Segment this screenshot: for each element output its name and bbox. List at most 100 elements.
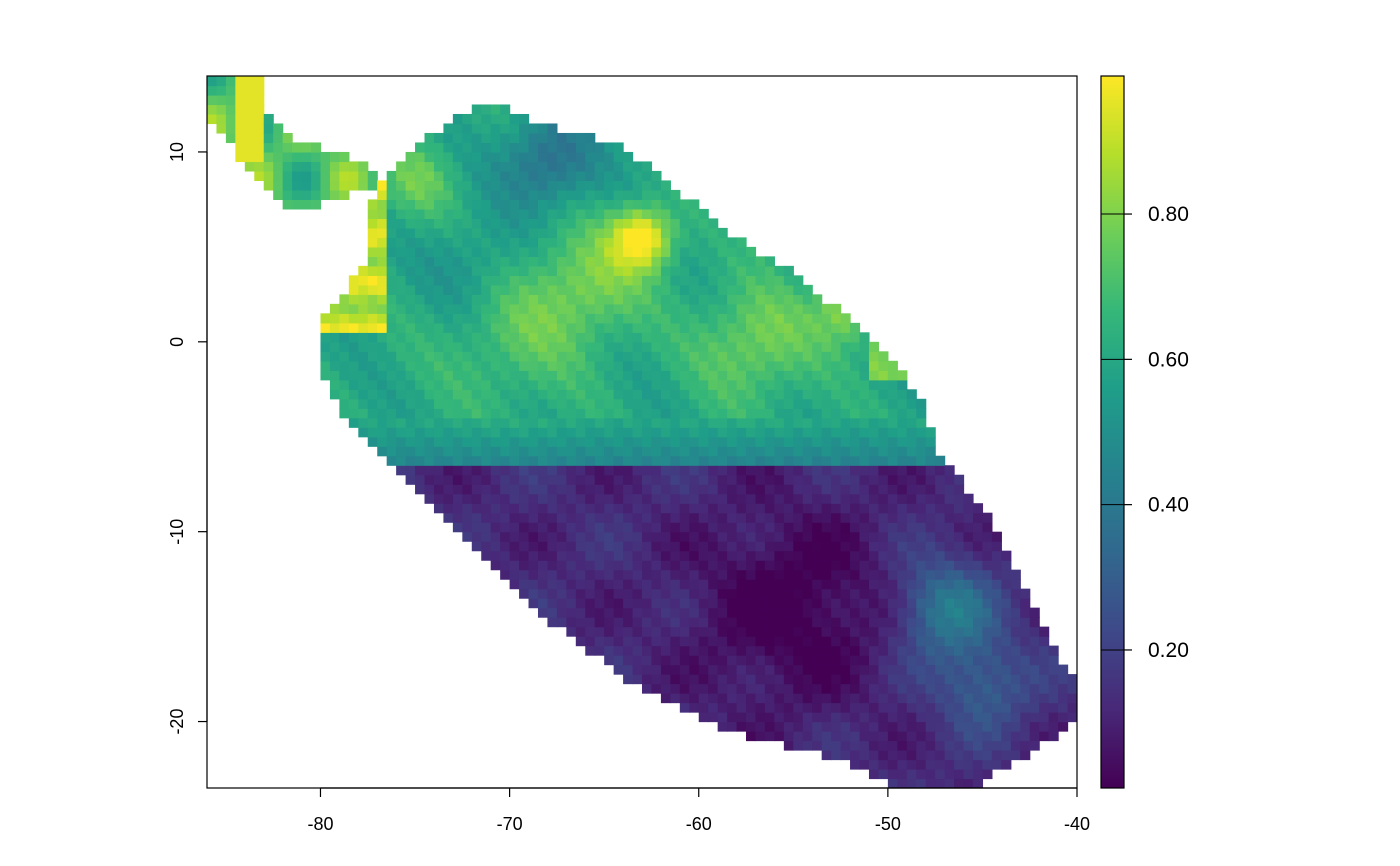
raster-cell — [1001, 655, 1012, 666]
raster-cell — [954, 750, 965, 761]
raster-cell — [793, 417, 804, 428]
raster-cell — [329, 180, 340, 191]
raster-cell — [651, 303, 662, 314]
raster-cell — [490, 332, 501, 343]
raster-cell — [604, 493, 615, 504]
raster-cell — [746, 446, 757, 457]
raster-cell — [623, 626, 634, 637]
raster-cell — [935, 645, 946, 656]
raster-cell — [859, 674, 870, 685]
raster-cell — [746, 294, 757, 305]
raster-cell — [490, 493, 501, 504]
raster-cell — [566, 256, 577, 267]
raster-cell — [746, 313, 757, 324]
raster-cell — [1020, 664, 1031, 675]
raster-cell — [660, 664, 671, 675]
raster-cell — [1048, 664, 1059, 675]
raster-cell — [831, 493, 842, 504]
raster-cell — [415, 142, 426, 153]
raster-cell — [727, 645, 738, 656]
raster-cell — [708, 313, 719, 324]
raster-cell — [774, 446, 785, 457]
raster-cell — [566, 417, 577, 428]
raster-cell — [623, 199, 634, 210]
raster-cell — [717, 408, 728, 419]
raster-cell — [519, 484, 530, 495]
raster-cell — [982, 740, 993, 751]
raster-cell — [452, 351, 463, 362]
raster-cell — [604, 579, 615, 590]
raster-cell — [1010, 740, 1021, 751]
raster-cell — [367, 265, 378, 276]
raster-cell — [793, 322, 804, 333]
raster-cell — [481, 227, 492, 238]
raster-cell — [396, 332, 407, 343]
raster-cell — [651, 370, 662, 381]
raster-cell — [509, 322, 520, 333]
raster-cell — [660, 655, 671, 666]
raster-cell — [887, 408, 898, 419]
raster-cell — [452, 379, 463, 390]
raster-cell — [793, 683, 804, 694]
raster-cell — [746, 275, 757, 286]
raster-cell — [528, 522, 539, 533]
raster-cell — [1029, 655, 1040, 666]
raster-cell — [802, 655, 813, 666]
raster-cell — [897, 465, 908, 476]
raster-cell — [916, 408, 927, 419]
raster-cell — [623, 588, 634, 599]
raster-cell — [575, 541, 586, 552]
raster-cell — [623, 446, 634, 457]
raster-cell — [556, 360, 567, 371]
raster-cell — [566, 275, 577, 286]
raster-cell — [1048, 721, 1059, 732]
raster-cell — [632, 465, 643, 476]
raster-cell — [868, 360, 880, 371]
raster-cell — [471, 132, 482, 144]
raster-cell — [604, 218, 615, 229]
raster-cell — [547, 218, 558, 229]
raster-cell — [594, 389, 605, 400]
raster-cell — [651, 588, 662, 599]
raster-cell — [821, 522, 832, 533]
raster-cell — [831, 303, 842, 314]
raster-cell — [604, 455, 615, 466]
raster-cell — [736, 360, 747, 371]
raster-cell — [850, 398, 861, 409]
raster-cell — [528, 256, 539, 267]
raster-cell — [566, 151, 577, 163]
raster-cell — [556, 588, 567, 599]
raster-cell — [585, 161, 596, 172]
raster-cell — [651, 189, 662, 201]
raster-cell — [424, 398, 435, 409]
raster-cell — [358, 360, 369, 371]
raster-cell — [850, 588, 861, 599]
raster-cell — [1010, 598, 1021, 609]
raster-cell — [481, 493, 492, 504]
raster-cell — [660, 398, 671, 409]
raster-cell — [632, 170, 643, 182]
raster-cell — [1010, 712, 1021, 723]
raster-cell — [528, 588, 539, 599]
raster-cell — [812, 436, 823, 447]
raster-cell — [727, 588, 738, 599]
raster-cell — [415, 370, 426, 381]
raster-cell — [509, 579, 520, 590]
raster-cell — [462, 208, 473, 219]
raster-cell — [339, 170, 350, 182]
raster-cell — [840, 379, 851, 390]
raster-cell — [944, 531, 955, 542]
raster-cell — [925, 693, 936, 704]
raster-cell — [613, 208, 624, 219]
raster-cell — [537, 332, 549, 343]
raster-cell — [623, 151, 634, 163]
raster-cell — [519, 113, 530, 125]
raster-cell — [433, 275, 445, 286]
raster-cell — [812, 655, 823, 666]
raster-cell — [594, 484, 605, 495]
raster-cell — [887, 617, 898, 628]
raster-cell — [689, 655, 700, 666]
raster-cell — [405, 151, 416, 163]
raster-cell — [547, 579, 558, 590]
raster-cell — [878, 636, 889, 647]
